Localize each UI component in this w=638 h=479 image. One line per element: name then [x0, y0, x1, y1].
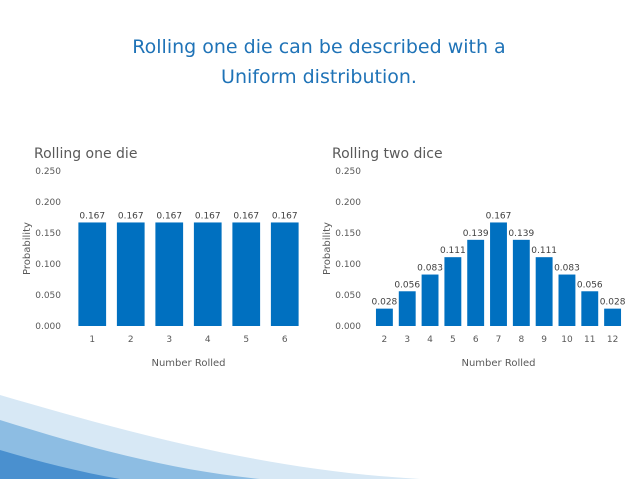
x-tick-label: 4	[427, 335, 433, 345]
data-label-8: 0.139	[508, 229, 534, 239]
bar-4	[193, 222, 222, 326]
x-tick-label: 2	[128, 335, 134, 345]
slide-title: Rolling one die can be described with a …	[60, 32, 578, 92]
y-tick-label: 0.250	[35, 167, 61, 177]
bar-4	[421, 274, 439, 326]
bar-5	[444, 257, 462, 326]
x-tick-label: 3	[166, 335, 172, 345]
chart-title: Rolling two dice	[332, 146, 443, 162]
data-label-4: 0.083	[417, 264, 443, 274]
data-label-3: 0.167	[156, 211, 182, 221]
x-tick-label: 3	[404, 335, 410, 345]
y-tick-label: 0.150	[335, 229, 361, 239]
y-tick-label: 0.050	[335, 291, 361, 301]
y-tick-label: 0.250	[335, 167, 361, 177]
data-label-5: 0.167	[233, 211, 259, 221]
x-tick-label: 12	[607, 335, 618, 345]
x-tick-label: 5	[450, 335, 456, 345]
y-tick-label: 0.000	[35, 322, 61, 332]
bar-2	[116, 222, 145, 326]
x-axis-title: Number Rolled	[461, 358, 535, 369]
bar-3	[155, 222, 184, 326]
x-tick-label: 4	[205, 335, 211, 345]
data-label-1: 0.167	[79, 211, 105, 221]
y-axis-title: Probability	[322, 222, 333, 275]
x-tick-label: 10	[561, 335, 573, 345]
data-label-12: 0.028	[600, 298, 626, 308]
slide-title-line-1: Rolling one die can be described with a	[132, 36, 506, 58]
bar-3	[398, 291, 416, 326]
x-tick-label: 7	[496, 335, 502, 345]
swoosh-dark	[0, 450, 120, 479]
chart-title: Rolling one die	[34, 146, 137, 162]
x-axis-title: Number Rolled	[151, 358, 225, 369]
y-tick-label: 0.100	[35, 260, 61, 270]
x-tick-label: 6	[473, 335, 479, 345]
y-tick-label: 0.050	[35, 291, 61, 301]
data-label-11: 0.056	[577, 280, 603, 290]
data-label-2: 0.028	[372, 298, 398, 308]
bar-10	[558, 274, 576, 326]
x-tick-label: 8	[518, 335, 524, 345]
data-label-10: 0.083	[554, 264, 580, 274]
bar-12	[604, 308, 622, 326]
data-label-6: 0.139	[463, 229, 489, 239]
x-tick-label: 1	[89, 335, 95, 345]
x-tick-label: 11	[584, 335, 595, 345]
slide-title-line-2: Uniform distribution.	[221, 66, 417, 88]
x-tick-label: 2	[382, 335, 388, 345]
data-label-3: 0.056	[394, 280, 420, 290]
bar-2	[375, 308, 393, 326]
x-tick-label: 6	[282, 335, 288, 345]
data-label-9: 0.111	[531, 246, 557, 256]
swoosh-mid	[0, 420, 260, 479]
y-tick-label: 0.100	[335, 260, 361, 270]
bar-6	[467, 239, 485, 326]
y-tick-label: 0.200	[335, 198, 361, 208]
y-tick-label: 0.150	[35, 229, 61, 239]
bar-7	[490, 222, 507, 326]
bar-8	[512, 239, 530, 326]
x-tick-label: 5	[243, 335, 249, 345]
data-label-5: 0.111	[440, 246, 466, 256]
x-tick-label: 9	[541, 335, 547, 345]
data-label-6: 0.167	[272, 211, 298, 221]
y-tick-label: 0.000	[335, 322, 361, 332]
bar-11	[581, 291, 599, 326]
y-axis-title: Probability	[22, 222, 33, 275]
bar-6	[270, 222, 299, 326]
data-label-4: 0.167	[195, 211, 221, 221]
data-label-7: 0.167	[486, 211, 512, 221]
y-tick-label: 0.200	[35, 198, 61, 208]
bar-1	[78, 222, 107, 326]
bar-9	[535, 257, 553, 326]
bar-5	[232, 222, 261, 326]
data-label-2: 0.167	[118, 211, 144, 221]
